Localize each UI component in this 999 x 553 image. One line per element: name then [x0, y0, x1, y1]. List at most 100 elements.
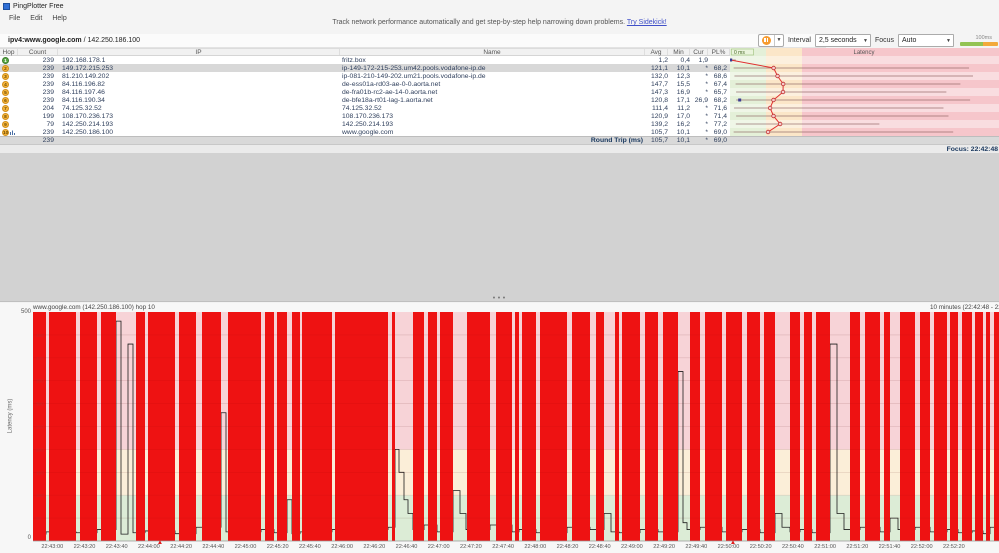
alert-triangle-icon[interactable]: ▲ [729, 539, 737, 546]
svg-text:100: 100 [36, 493, 44, 498]
time-tick-label: 22:44:40 [202, 544, 225, 550]
table-row[interactable]: 8 199 108.170.236.173 108.170.236.173 120,9 1… [0, 112, 730, 120]
time-tick-label: 22:45:40 [299, 544, 321, 550]
time-tick-label: 22:49:40 [685, 544, 708, 550]
count-cell: 239 [42, 72, 54, 80]
promo-banner: Track network performance automatically … [0, 19, 999, 26]
table-row[interactable]: 3 239 81.210.149.202 ip-081-210-149-202.um2… [0, 72, 730, 80]
header-cur[interactable]: Cur [690, 49, 708, 56]
name-cell: ip-081-210-149-202.um21.pools.vodafone-i… [342, 72, 486, 80]
time-tick-label: 22:50:40 [782, 544, 804, 550]
min-cell: 12,3 [676, 72, 690, 80]
time-tick-label: 22:50:20 [749, 544, 772, 550]
hop-badge: 2 [2, 64, 9, 72]
time-tick-label: 22:43:00 [41, 544, 64, 550]
header-avg[interactable]: Avg [645, 49, 668, 56]
hop-table-body: 1 239 192.168.178.1 fritz.box 1,2 0,4 1,9 2 239 1… [0, 56, 730, 136]
y-axis-max: 500 [20, 309, 31, 315]
hop-badge: 8 [2, 112, 9, 120]
pause-button[interactable] [759, 35, 774, 46]
hop-latency-graph[interactable]: 0 ms Latency [730, 48, 999, 136]
focus-label: Focus [874, 36, 894, 44]
name-cell: de-bfe18a-rt01-lag-1.aorta.net [342, 96, 433, 104]
latency-scale-control[interactable]: 100ms [958, 35, 998, 46]
menu-file[interactable]: File [9, 14, 21, 22]
ip-cell: 74.125.32.52 [62, 104, 102, 112]
avg-cell: 105,7 [650, 137, 668, 144]
ip-cell: 142.250.214.193 [62, 120, 114, 128]
table-row[interactable]: 6 239 84.116.190.34 de-bfe18a-rt01-lag-1.ao… [0, 96, 730, 104]
round-trip-row: 239 Round Trip (ms) 105,7 10,1 * 69,0 [0, 136, 999, 144]
avg-cell: 147,7 [650, 80, 668, 88]
svg-text:350: 350 [36, 379, 44, 384]
header-count[interactable]: Count [18, 49, 58, 56]
time-tick-label: 22:50:00 [717, 544, 740, 550]
focus-select[interactable]: Auto ▼ [898, 33, 954, 47]
splitter-strip [0, 301, 999, 304]
header-pl[interactable]: PL% [708, 49, 730, 56]
scale-label: 100ms [975, 34, 992, 41]
ip-cell: 108.170.236.173 [62, 112, 114, 120]
menu-bar: File Edit Help [0, 12, 72, 24]
header-hop[interactable]: Hop [0, 49, 18, 56]
y-axis-min: 0 [27, 535, 31, 541]
cur-cell: 1,9 [698, 56, 708, 64]
time-axis: 22:43:00 22:43:20 22:43:40 22:44:00 22:44:20… [0, 539, 999, 552]
timeline-chart[interactable]: 50 100 150 200 250 300 350 400 450 [33, 312, 999, 542]
name-cell: de-fra01b-rc2-ae-14-0.aorta.net [342, 88, 438, 96]
cur-cell: * [705, 80, 708, 88]
time-tick-label: 22:44:20 [170, 544, 192, 550]
hop-cell: 1 [0, 56, 18, 64]
avg-cell: 120,9 [650, 112, 668, 120]
name-cell: www.google.com [342, 128, 394, 136]
name-cell: ip-149-172-215-253.um42.pools.vodafone-i… [342, 64, 486, 72]
time-tick-label: 22:52:00 [910, 544, 933, 550]
interval-select[interactable]: 2,5 seconds ▼ [814, 33, 871, 47]
table-row[interactable]: 4 239 84.116.196.82 de-ess01a-rd03-ae-0-0.a… [0, 80, 730, 88]
ip-cell: 142.250.186.100 [62, 128, 114, 136]
target-host: ipv4:www.google.com [8, 37, 82, 44]
menu-help[interactable]: Help [52, 14, 67, 22]
pl-cell: 68,6 [713, 72, 727, 80]
name-cell: 108.170.236.173 [342, 112, 394, 120]
hop-cell: 10 [0, 128, 18, 136]
svg-text:50: 50 [36, 516, 42, 521]
timeline-title: www.google.com (142.250.186.100) hop 10 [33, 304, 155, 311]
table-row[interactable]: 7 204 74.125.32.52 74.125.32.52 111,4 11,2 * 71… [0, 104, 730, 112]
target-tab[interactable]: ipv4:www.google.com / 142.250.186.100 [0, 34, 826, 48]
header-ip[interactable]: IP [58, 49, 340, 56]
table-row[interactable]: 2 239 149.172.215.253 ip-149-172-215-253.um… [0, 64, 730, 72]
target-ip: / 142.250.186.100 [81, 37, 141, 44]
sidekick-link[interactable]: Try Sidekick! [626, 19, 667, 26]
scale-slider[interactable] [960, 41, 998, 46]
header-min[interactable]: Min [668, 49, 690, 56]
header-name[interactable]: Name [340, 49, 645, 56]
time-tick-label: 22:51:00 [814, 544, 836, 550]
hop-badge: 10 [2, 128, 9, 136]
panel-splitter[interactable]: • • • [0, 295, 999, 303]
min-cell: 10,1 [676, 137, 690, 144]
min-cell: 10,1 [676, 64, 690, 72]
alert-triangle-icon[interactable]: ▲ [156, 539, 164, 546]
avg-cell: 111,4 [652, 104, 668, 112]
table-row[interactable]: 1 239 192.168.178.1 fritz.box 1,2 0,4 1,9 [0, 56, 730, 64]
hop-badge: 7 [2, 104, 9, 112]
menu-edit[interactable]: Edit [30, 14, 43, 22]
hop-badge: 4 [2, 80, 9, 88]
name-cell: fritz.box [342, 56, 366, 64]
avg-cell: 132,0 [650, 72, 668, 80]
count-cell: 239 [42, 88, 54, 96]
svg-text:150: 150 [36, 470, 44, 475]
cur-cell: 26,9 [694, 96, 708, 104]
pl-cell: 68,2 [713, 64, 727, 72]
cur-cell: * [705, 104, 708, 112]
time-tick-label: 22:49:20 [653, 544, 675, 550]
pause-dropdown-button[interactable]: ▼ [773, 34, 783, 46]
ip-cell: 84.116.196.82 [62, 80, 105, 88]
table-row[interactable]: 10 239 142.250.186.100 www.google.com 105,7 1… [0, 128, 730, 136]
svg-text:400: 400 [36, 356, 44, 361]
pause-icon [761, 35, 771, 45]
table-row[interactable]: 9 79 142.250.214.193 142.250.214.193 139,2 16… [0, 120, 730, 128]
table-row[interactable]: 5 239 84.116.197.46 de-fra01b-rc2-ae-14-0.a… [0, 88, 730, 96]
